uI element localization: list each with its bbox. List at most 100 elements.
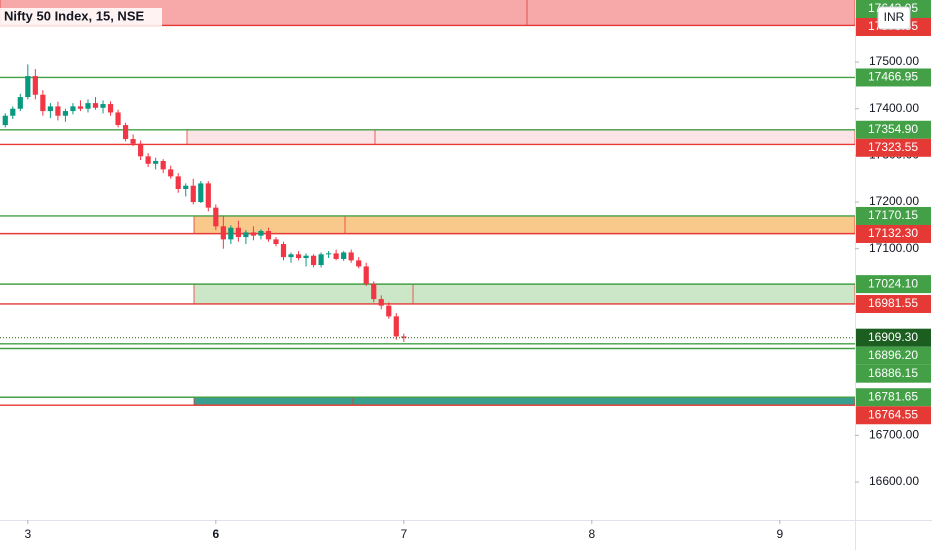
candle-body bbox=[318, 254, 324, 266]
candles bbox=[0, 64, 855, 343]
title-box bbox=[0, 8, 162, 26]
candle-body bbox=[310, 255, 317, 266]
price-label-box bbox=[856, 68, 931, 87]
zone-fill bbox=[193, 283, 856, 305]
candle-body bbox=[62, 111, 69, 116]
price-label: 16886.15 bbox=[868, 366, 918, 380]
candle-body bbox=[295, 254, 302, 259]
price-label-box bbox=[856, 328, 931, 347]
y-tick-label: 17400.00 bbox=[869, 101, 919, 115]
candle-body bbox=[348, 252, 354, 261]
x-tick-label: 3 bbox=[24, 527, 31, 541]
price-label: 17323.55 bbox=[868, 140, 918, 154]
price-label: 17354.90 bbox=[868, 122, 918, 136]
price-label: 17466.95 bbox=[868, 70, 918, 84]
candle-body bbox=[183, 185, 189, 189]
candle-body bbox=[47, 106, 53, 112]
candle-body bbox=[92, 103, 99, 108]
candle-body bbox=[265, 230, 272, 240]
candle-body bbox=[100, 104, 106, 108]
candle-body bbox=[145, 156, 151, 164]
price-label: 16909.30 bbox=[868, 330, 918, 344]
price-label: 16896.20 bbox=[868, 348, 918, 362]
candle-body bbox=[393, 316, 399, 337]
y-tick-label: 17500.00 bbox=[869, 54, 919, 68]
axes: 16600.0016700.0017100.0017200.0017300.00… bbox=[24, 54, 919, 541]
candle-body bbox=[401, 336, 407, 338]
candle-body bbox=[220, 226, 226, 240]
zone-fill bbox=[193, 396, 856, 406]
currency[interactable]: INR bbox=[884, 10, 905, 24]
price-label-box bbox=[856, 224, 931, 243]
candle-body bbox=[115, 112, 121, 126]
candle-body bbox=[205, 183, 211, 208]
candle-body bbox=[153, 160, 159, 164]
x-tick-label: 9 bbox=[776, 527, 783, 541]
candle-body bbox=[378, 299, 384, 306]
candle-body bbox=[371, 283, 377, 300]
candle-body bbox=[85, 103, 91, 109]
zone-fill bbox=[193, 215, 856, 235]
price-label-box bbox=[856, 406, 931, 425]
y-tick-label: 17100.00 bbox=[869, 241, 919, 255]
candle-body bbox=[356, 260, 362, 267]
candle-body bbox=[175, 176, 181, 189]
candle-body bbox=[122, 125, 129, 140]
candle-body bbox=[333, 253, 339, 259]
candle-body bbox=[363, 266, 369, 284]
price-label: 17132.30 bbox=[868, 226, 918, 240]
x-tick-label: 8 bbox=[588, 527, 595, 541]
currency-box[interactable] bbox=[877, 6, 911, 30]
price-label: 16764.55 bbox=[868, 407, 918, 421]
candle-body bbox=[235, 227, 241, 238]
candle-body bbox=[190, 185, 196, 203]
price-label-box bbox=[856, 138, 931, 157]
candle-body bbox=[40, 94, 46, 112]
price-label-box bbox=[856, 120, 931, 139]
candle-body bbox=[2, 115, 8, 126]
candle-body bbox=[243, 232, 249, 238]
y-tick-label: 16600.00 bbox=[869, 474, 919, 488]
price-label: 17170.15 bbox=[868, 208, 918, 222]
candle-body bbox=[341, 252, 347, 259]
candle-body bbox=[17, 97, 23, 109]
candle-body bbox=[326, 253, 332, 255]
candle-body bbox=[25, 76, 31, 98]
price-label-box bbox=[856, 275, 931, 294]
candle-body bbox=[32, 76, 38, 95]
price-label: 16781.65 bbox=[868, 389, 918, 403]
candle-body bbox=[198, 183, 204, 203]
price-label-box bbox=[856, 364, 931, 383]
candle-body bbox=[77, 106, 84, 109]
x-tick-label: 6 bbox=[212, 527, 219, 541]
candle-body bbox=[138, 143, 144, 157]
candle-body bbox=[107, 104, 114, 113]
price-label-box bbox=[856, 346, 931, 365]
price-label: 17024.10 bbox=[868, 276, 918, 290]
candle-body bbox=[273, 239, 279, 245]
chart-title: Nifty 50 Index, 15, NSE bbox=[4, 8, 144, 23]
candle-body bbox=[130, 139, 136, 144]
candle-body bbox=[386, 305, 392, 317]
price-label: 16981.55 bbox=[868, 296, 918, 310]
candle-body bbox=[250, 232, 257, 236]
candle-body bbox=[168, 169, 174, 177]
zone-fill bbox=[186, 129, 856, 145]
price-label-box bbox=[856, 206, 931, 225]
x-tick-label: 7 bbox=[400, 527, 407, 541]
price-label-box bbox=[856, 294, 931, 313]
candle-body bbox=[55, 106, 61, 116]
candle-body bbox=[258, 230, 264, 236]
candle-body bbox=[213, 207, 219, 227]
candle-body bbox=[70, 106, 76, 112]
candle-body bbox=[288, 254, 294, 258]
y-tick-label: 16700.00 bbox=[869, 428, 919, 442]
candle-body bbox=[303, 255, 309, 259]
candle-body bbox=[160, 160, 166, 170]
candle-body bbox=[280, 244, 287, 258]
candle-body bbox=[228, 227, 234, 240]
zones bbox=[0, 0, 856, 406]
y-tick-label: 17200.00 bbox=[869, 194, 919, 208]
candle-body bbox=[10, 108, 16, 116]
